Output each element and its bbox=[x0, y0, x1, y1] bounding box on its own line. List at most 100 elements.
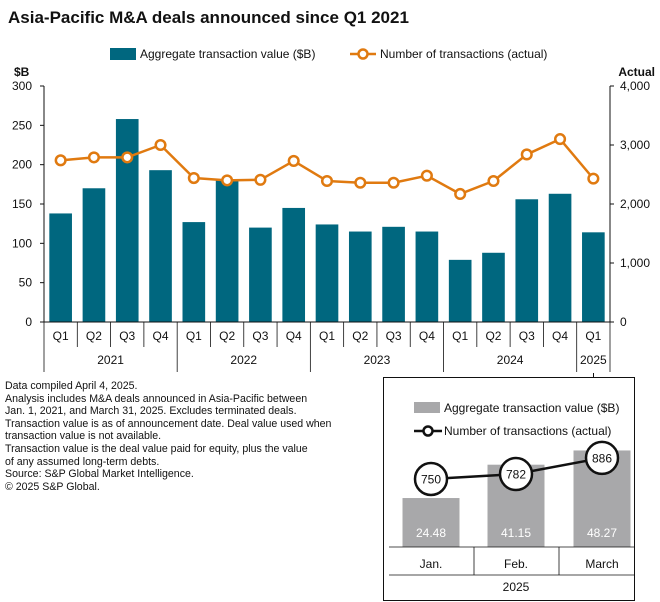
note-line: of any assumed long-term debts. bbox=[5, 455, 160, 468]
bar-q6 bbox=[215, 179, 239, 322]
left-tick-label: 250 bbox=[12, 118, 32, 132]
transactions-point bbox=[54, 154, 67, 167]
inset-transactions-value: 886 bbox=[592, 451, 612, 465]
inset-bar bbox=[402, 498, 460, 547]
inset-transactions-value: 782 bbox=[506, 468, 526, 482]
bar-q8 bbox=[282, 207, 306, 322]
quarter-label: Q1 bbox=[186, 329, 202, 343]
bar-q10 bbox=[348, 231, 372, 322]
quarter-label: Q1 bbox=[585, 329, 601, 343]
bar-q5 bbox=[182, 222, 206, 322]
inset-transactions-point bbox=[498, 456, 534, 492]
quarter-label: Q2 bbox=[352, 329, 368, 343]
transactions-point bbox=[320, 174, 334, 188]
quarter-label: Q3 bbox=[386, 329, 402, 343]
inset-category-label: Jan. bbox=[420, 557, 443, 571]
legend-line-label: Number of transactions (actual) bbox=[380, 47, 547, 61]
quarter-label: Q3 bbox=[252, 329, 268, 343]
transactions-point bbox=[121, 151, 134, 164]
right-tick-label: 0 bbox=[620, 315, 627, 329]
bar-q7 bbox=[249, 227, 272, 322]
left-tick-label: 300 bbox=[12, 79, 32, 93]
transactions-point bbox=[487, 174, 500, 188]
inset-chart-box: Aggregate transaction value ($B) Number o… bbox=[383, 377, 635, 601]
transactions-point bbox=[87, 151, 100, 164]
transactions-point bbox=[221, 174, 234, 187]
note-line: transaction value is not available. bbox=[5, 430, 162, 443]
quarter-label: Q2 bbox=[86, 329, 102, 343]
main-chart: Aggregate transaction value ($B) Number o… bbox=[12, 47, 655, 372]
transactions-point bbox=[254, 173, 267, 186]
quarter-label: Q3 bbox=[119, 329, 135, 343]
transactions-point bbox=[520, 148, 533, 161]
quarter-label: Q1 bbox=[452, 329, 468, 343]
left-tick-label: 150 bbox=[12, 197, 32, 211]
legend-line-marker bbox=[357, 48, 369, 60]
inset-bar-value: 24.48 bbox=[416, 526, 446, 540]
quarter-label: Q4 bbox=[552, 329, 568, 343]
left-tick-label: 200 bbox=[12, 158, 32, 172]
note-line: Analysis includes M&A deals announced in… bbox=[5, 392, 308, 405]
bar-q17 bbox=[582, 232, 605, 322]
chart-notes: Data compiled April 4, 2025. Analysis in… bbox=[5, 380, 375, 493]
transactions-point bbox=[154, 138, 167, 152]
right-tick-label: 4,000 bbox=[620, 79, 650, 93]
bar-q11 bbox=[382, 226, 405, 322]
transactions-point bbox=[187, 171, 200, 185]
note-line: Jan. 1, 2021, and March 31, 2025. Exclud… bbox=[5, 405, 297, 418]
inset-bar-value: 48.27 bbox=[587, 526, 617, 540]
quarter-label: Q1 bbox=[53, 329, 69, 343]
bar-q3 bbox=[115, 119, 139, 322]
bar-q14 bbox=[482, 252, 505, 322]
note-line: Transaction value is as of announcement … bbox=[5, 417, 332, 430]
bar-q12 bbox=[415, 231, 439, 322]
bar-q9 bbox=[315, 224, 339, 322]
inset-transactions-value: 750 bbox=[421, 473, 441, 487]
bar-q1 bbox=[49, 213, 72, 322]
quarter-label: Q1 bbox=[319, 329, 335, 343]
right-axis-title: Actual bbox=[618, 65, 655, 79]
inset-transactions-point bbox=[413, 461, 449, 497]
note-line: Transaction value is the deal value paid… bbox=[5, 442, 308, 455]
inset-category-label: March bbox=[585, 557, 618, 571]
transactions-point bbox=[287, 154, 300, 167]
legend: Aggregate transaction value ($B) Number o… bbox=[110, 47, 547, 61]
transactions-point bbox=[420, 169, 433, 182]
transactions-point bbox=[587, 172, 600, 185]
legend-bar-label: Aggregate transaction value ($B) bbox=[140, 47, 315, 61]
bar-q2 bbox=[82, 188, 106, 322]
bar-q16 bbox=[548, 193, 572, 322]
left-tick-label: 0 bbox=[25, 315, 32, 329]
transactions-point bbox=[554, 133, 567, 146]
left-axis-title: $B bbox=[14, 65, 30, 79]
quarter-label: Q4 bbox=[419, 329, 435, 343]
note-line: © 2025 S&P Global. bbox=[5, 480, 100, 493]
inset-bar-value: 41.15 bbox=[501, 526, 531, 540]
note-line: Source: S&P Global Market Intelligence. bbox=[5, 468, 194, 481]
inset-legend-bar-label: Aggregate transaction value ($B) bbox=[444, 401, 619, 415]
legend-bar-swatch bbox=[110, 48, 136, 60]
inset-legend-bar-swatch bbox=[414, 402, 440, 413]
year-label: 2024 bbox=[497, 353, 524, 367]
left-tick-label: 100 bbox=[12, 236, 32, 250]
right-tick-label: 3,000 bbox=[620, 138, 650, 152]
bar-q15 bbox=[515, 199, 539, 322]
inset-year-label: 2025 bbox=[503, 580, 530, 594]
right-tick-label: 1,000 bbox=[620, 256, 650, 270]
inset-chart: Aggregate transaction value ($B) Number o… bbox=[389, 401, 634, 594]
right-tick-label: 2,000 bbox=[620, 197, 650, 211]
inset-connector bbox=[593, 373, 594, 378]
quarter-label: Q4 bbox=[286, 329, 302, 343]
quarter-label: Q3 bbox=[519, 329, 535, 343]
year-label: 2025 bbox=[580, 353, 607, 367]
year-label: 2021 bbox=[97, 353, 124, 367]
inset-legend-line-label: Number of transactions (actual) bbox=[444, 424, 611, 438]
transactions-point bbox=[387, 176, 400, 189]
bar-q13 bbox=[448, 259, 472, 322]
inset-transactions-point bbox=[584, 440, 620, 476]
quarter-label: Q2 bbox=[485, 329, 501, 343]
transactions-point bbox=[454, 187, 467, 201]
year-label: 2022 bbox=[230, 353, 257, 367]
quarter-label: Q2 bbox=[219, 329, 235, 343]
year-label: 2023 bbox=[364, 353, 391, 367]
